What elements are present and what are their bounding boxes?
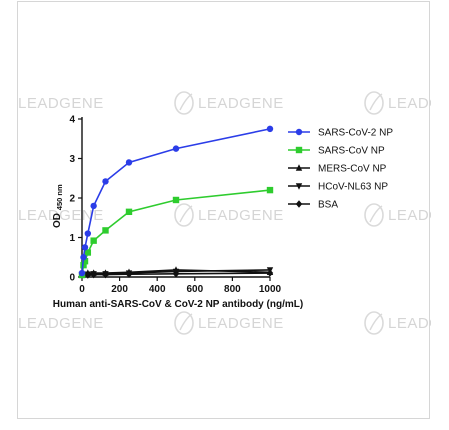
x-tick-label: 800 <box>224 284 241 295</box>
y-axis-title: OD 450 nm <box>52 184 64 228</box>
watermark: LEADGENE <box>364 91 431 115</box>
svg-text:LEADGENE: LEADGENE <box>388 315 431 332</box>
y-tick-label: 0 <box>69 273 75 284</box>
legend-marker <box>295 128 303 136</box>
data-point <box>266 186 274 194</box>
y-axis-title-main: OD <box>52 210 63 228</box>
data-point <box>81 258 89 265</box>
data-point <box>172 266 180 273</box>
y-tick-label: 1 <box>69 233 75 244</box>
data-point <box>125 268 133 275</box>
watermark: LEADGENE <box>174 91 284 115</box>
series-sars-cov-2-np <box>78 125 274 277</box>
watermark: LEADGENE <box>18 315 104 332</box>
legend-label: SARS-CoV-2 NP <box>318 128 393 139</box>
legend-label: MERS-CoV NP <box>318 164 387 175</box>
y-tick-label: 2 <box>69 194 75 205</box>
data-point <box>102 269 109 276</box>
legend-label: BSA <box>318 200 338 211</box>
data-point <box>125 208 133 216</box>
watermark: LEADGENE <box>364 203 431 227</box>
svg-text:LEADGENE: LEADGENE <box>18 315 104 332</box>
series-sars-cov-np <box>78 186 274 279</box>
plot-area <box>78 125 274 279</box>
watermark: LEADGENE <box>18 95 104 112</box>
legend-label: SARS-CoV NP <box>318 146 385 157</box>
x-tick-label: 400 <box>149 284 166 295</box>
chart-svg: LEADGENE LEADGENE LEADGENE LEADGENE LEADGENE… <box>18 91 431 335</box>
data-point <box>102 227 109 234</box>
legend-item: MERS-CoV NP <box>288 164 387 175</box>
watermark: LEADGENE <box>174 311 284 335</box>
legend-marker <box>295 164 303 171</box>
svg-text:LEADGENE: LEADGENE <box>388 207 431 224</box>
data-point <box>102 178 109 185</box>
y-tick-label: 4 <box>69 115 75 126</box>
svg-text:LEADGENE: LEADGENE <box>198 95 284 112</box>
svg-text:LEADGENE: LEADGENE <box>198 207 284 224</box>
data-point <box>81 244 89 251</box>
data-point <box>125 159 133 166</box>
x-axis-title: Human anti-SARS-CoV & CoV-2 NP antibody … <box>53 299 303 310</box>
data-point <box>90 237 97 244</box>
data-point <box>90 202 97 210</box>
y-axis-title-sub: 450 nm <box>55 184 64 210</box>
watermark: LEADGENE <box>364 311 431 335</box>
data-point <box>172 196 180 204</box>
data-point <box>90 269 97 276</box>
y-tick-label: 3 <box>69 154 75 165</box>
svg-text:LEADGENE: LEADGENE <box>388 95 431 112</box>
x-tick-label: 600 <box>186 284 203 295</box>
data-point <box>84 230 92 237</box>
svg-text:LEADGENE: LEADGENE <box>18 95 104 112</box>
legend-item: BSA <box>288 200 338 211</box>
data-point <box>84 249 92 256</box>
data-point <box>78 269 86 277</box>
data-point <box>80 254 87 261</box>
legend-marker <box>295 183 303 190</box>
svg-text:LEADGENE: LEADGENE <box>198 315 284 332</box>
series-mers-cov-np <box>78 266 274 277</box>
legend-label: HCoV-NL63 NP <box>318 182 388 193</box>
legend-marker <box>295 146 303 154</box>
data-point <box>84 269 92 276</box>
x-tick-label: 1000 <box>259 284 282 295</box>
legend-item: SARS-CoV-2 NP <box>288 128 393 139</box>
data-point <box>266 268 274 275</box>
figure-frame: LEADGENE LEADGENE LEADGENE LEADGENE LEADGENE… <box>17 1 431 419</box>
watermark: LEADGENE <box>174 203 284 227</box>
legend: SARS-CoV-2 NP SARS-CoV NP MERS-CoV NP HCoV-… <box>288 128 393 211</box>
data-point <box>172 145 180 152</box>
x-tick-label: 200 <box>111 284 128 295</box>
data-point <box>266 125 274 133</box>
legend-marker <box>295 200 303 208</box>
legend-item: HCoV-NL63 NP <box>288 182 388 193</box>
legend-item: SARS-CoV NP <box>288 146 385 157</box>
x-tick-label: 0 <box>79 284 85 295</box>
